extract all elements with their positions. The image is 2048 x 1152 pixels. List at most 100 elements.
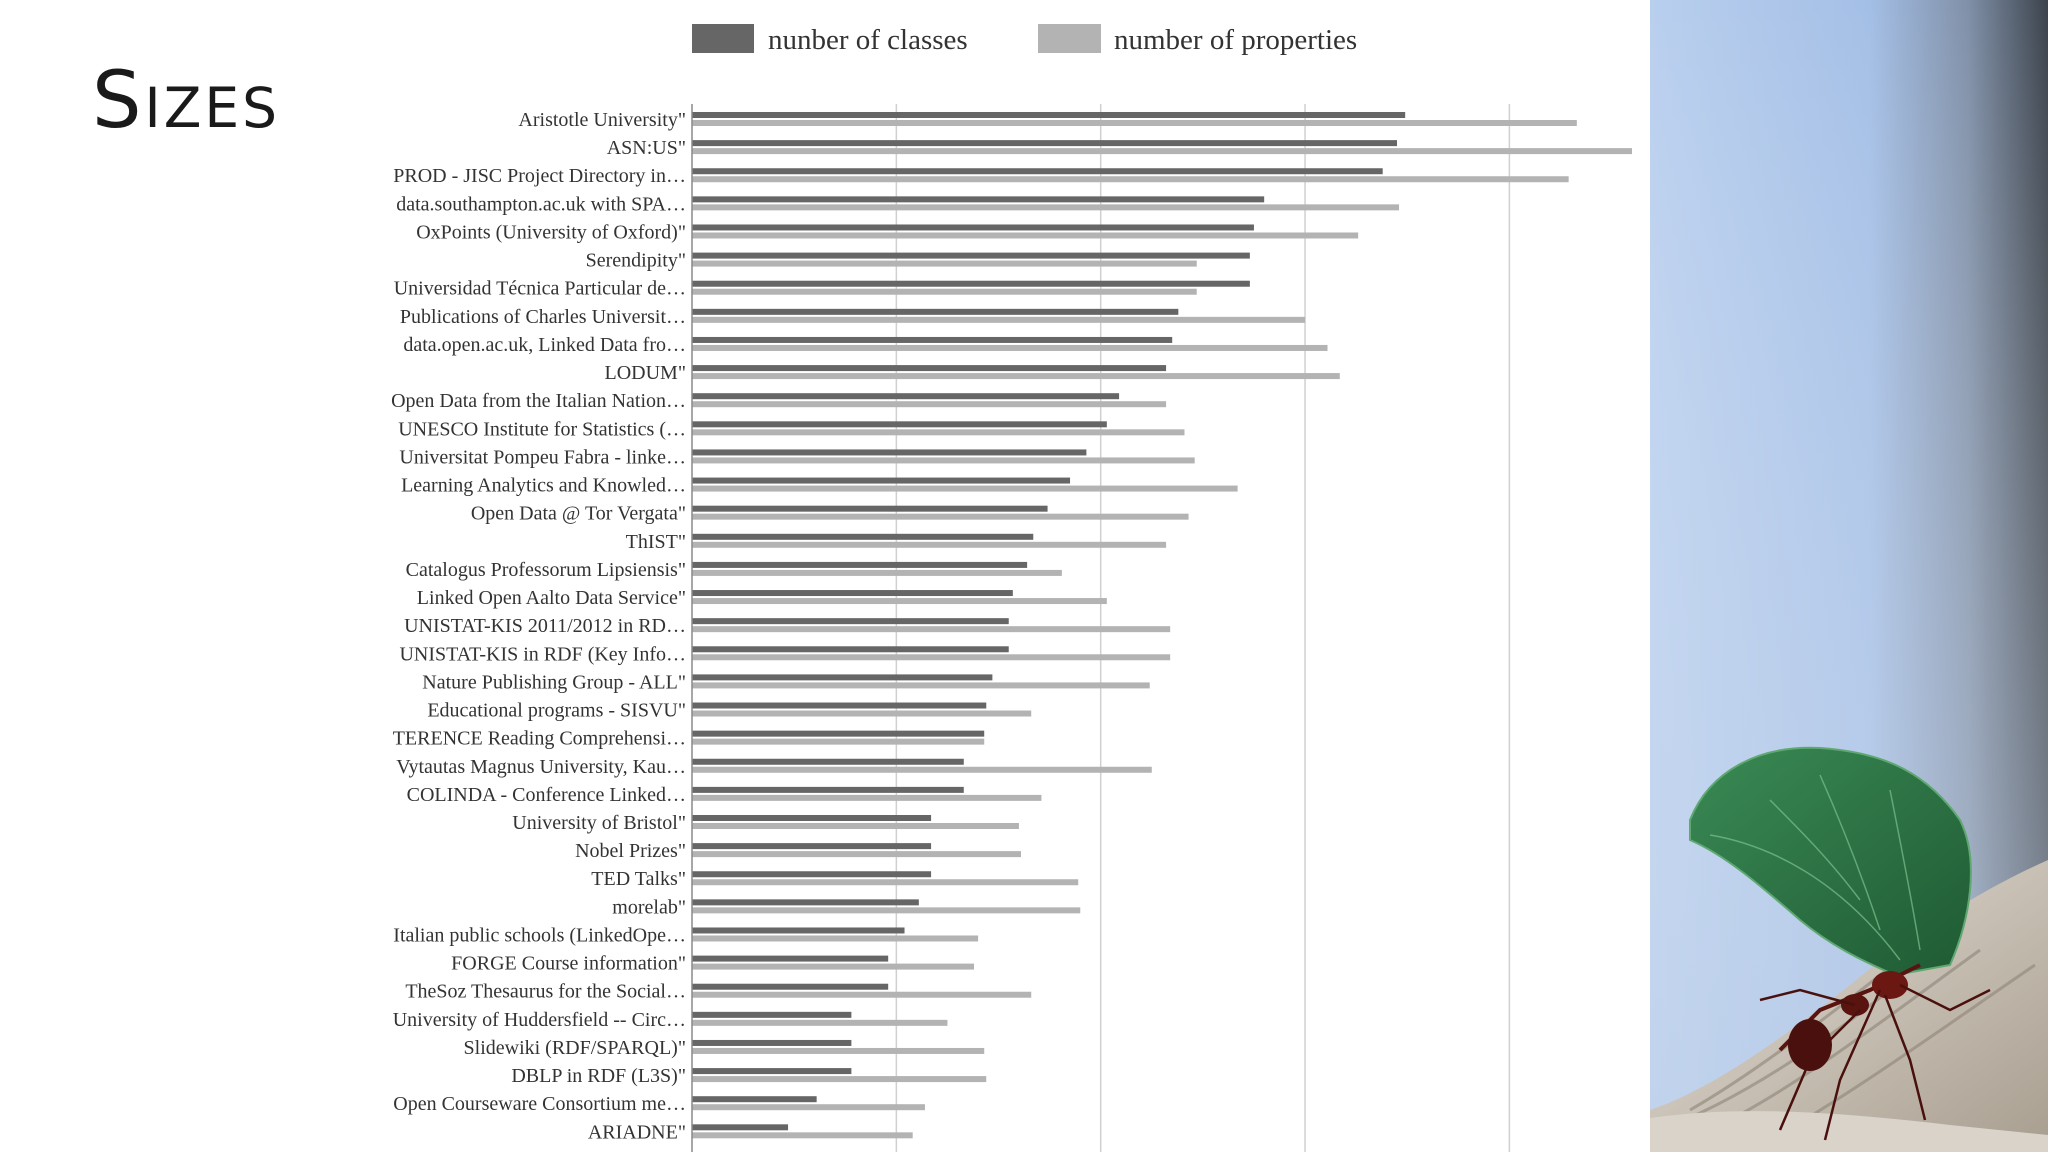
bar-classes — [692, 561, 1028, 568]
bar-properties — [692, 569, 1062, 576]
category-label: University of Bristol" — [512, 812, 686, 834]
bar-classes — [692, 196, 1265, 203]
category-label: UNISTAT-KIS 2011/2012 in RD… — [404, 615, 686, 637]
bar-properties — [692, 963, 974, 970]
bar-classes — [692, 365, 1167, 372]
category-label: Linked Open Aalto Data Service" — [417, 587, 686, 609]
bar-classes — [692, 308, 1179, 315]
bar-classes — [692, 449, 1087, 456]
bar-properties — [692, 316, 1306, 323]
bar-classes — [692, 140, 1397, 147]
category-label: Italian public schools (LinkedOpe… — [393, 924, 686, 946]
bar-classes — [692, 730, 985, 737]
bar-classes — [692, 421, 1107, 428]
leafcutter-ant-photo — [1650, 0, 2048, 1152]
category-label: TheSoz Thesaurus for the Social… — [405, 981, 686, 1003]
bar-properties — [692, 1132, 913, 1139]
category-label: TERENCE Reading Comprehensi… — [393, 728, 686, 750]
category-label: Universidad Técnica Particular de… — [394, 278, 686, 300]
bar-properties — [692, 1104, 925, 1111]
bar-properties — [692, 148, 1632, 155]
bar-properties — [692, 1076, 987, 1083]
bar-properties — [692, 373, 1340, 380]
bar-properties — [692, 879, 1079, 886]
bar-classes — [692, 843, 932, 850]
category-label: UNISTAT-KIS in RDF (Key Info… — [399, 643, 686, 665]
bar-classes — [692, 224, 1254, 231]
bar-properties — [692, 541, 1167, 548]
bar-properties — [692, 429, 1185, 436]
legend-swatch-classes — [692, 24, 754, 53]
bar-properties — [692, 457, 1195, 464]
category-label: TED Talks" — [591, 868, 686, 890]
bar-classes — [692, 983, 889, 990]
bar-properties — [692, 204, 1400, 211]
bar-classes — [692, 1068, 852, 1075]
category-label: UNESCO Institute for Statistics (… — [398, 418, 686, 440]
bar-properties — [692, 176, 1569, 183]
bar-classes — [692, 590, 1013, 597]
bar-classes — [692, 786, 964, 793]
bar-properties — [692, 288, 1197, 295]
legend-label-properties: number of properties — [1114, 24, 1357, 56]
bar-classes — [692, 1096, 817, 1103]
bar-classes — [692, 112, 1406, 118]
category-label: ASN:US" — [607, 137, 686, 159]
category-label: Learning Analytics and Knowled… — [401, 475, 686, 497]
bar-classes — [692, 168, 1383, 175]
bar-classes — [692, 899, 919, 906]
category-label: PROD - JISC Project Directory in… — [393, 165, 686, 187]
bar-properties — [692, 232, 1359, 239]
bar-properties — [692, 598, 1107, 605]
bar-properties — [692, 401, 1167, 408]
bar-classes — [692, 927, 905, 934]
bar-properties — [692, 710, 1032, 717]
category-label: ARIADNE" — [588, 1121, 686, 1143]
category-label: FORGE Course information" — [451, 953, 686, 975]
category-label: Nobel Prizes" — [575, 840, 686, 862]
bar-classes — [692, 533, 1034, 540]
bar-properties — [692, 738, 985, 745]
category-label: University of Huddersfield -- Circ… — [393, 1009, 686, 1031]
category-label: Universitat Pompeu Fabra - linke… — [399, 446, 686, 468]
bar-classes — [692, 393, 1120, 400]
bar-classes — [692, 871, 932, 878]
category-label: ThIST" — [626, 531, 686, 553]
bar-classes — [692, 758, 964, 765]
category-label: Nature Publishing Group - ALL" — [422, 671, 686, 693]
bar-classes — [692, 1124, 789, 1131]
bar-properties — [692, 794, 1042, 801]
bar-properties — [692, 485, 1238, 492]
category-label: Publications of Charles Universit… — [400, 306, 686, 328]
slide-title: Sizes — [92, 56, 281, 146]
category-label: Educational programs - SISVU" — [427, 700, 686, 722]
bar-classes — [692, 1039, 852, 1046]
bar-classes — [692, 252, 1250, 259]
bar-classes — [692, 702, 987, 709]
bar-classes — [692, 674, 993, 681]
bar-properties — [692, 1047, 985, 1054]
bar-properties — [692, 513, 1189, 520]
chart-svg: Aristotle University" ASN:US" PROD - JISC … — [391, 24, 1632, 1152]
bar-classes — [692, 815, 932, 821]
bar-properties — [692, 851, 1021, 858]
ant-photo-image — [1650, 0, 2048, 1152]
category-label: DBLP in RDF (L3S)" — [511, 1065, 686, 1087]
category-label: Open Data @ Tor Vergata" — [471, 503, 686, 525]
category-label: data.southampton.ac.uk with SPA… — [396, 193, 686, 215]
legend-swatch-properties — [1038, 24, 1101, 53]
bar-classes — [692, 1011, 852, 1018]
category-labels: Aristotle University" ASN:US" PROD - JISC … — [391, 109, 686, 1143]
legend: nunber of classes number of properties — [692, 24, 1357, 56]
category-label: morelab" — [612, 896, 686, 918]
bar-properties — [692, 823, 1019, 829]
bar-classes — [692, 646, 1009, 653]
bar-classes — [692, 505, 1048, 512]
bar-classes — [692, 336, 1173, 343]
category-label: data.open.ac.uk, Linked Data fro… — [403, 334, 686, 356]
bars — [692, 112, 1632, 1139]
bar-properties — [692, 991, 1032, 998]
category-label: Open Courseware Consortium me… — [393, 1093, 686, 1115]
category-label: Catalogus Professorum Lipsiensis" — [406, 559, 686, 581]
category-label: Aristotle University" — [518, 109, 686, 131]
